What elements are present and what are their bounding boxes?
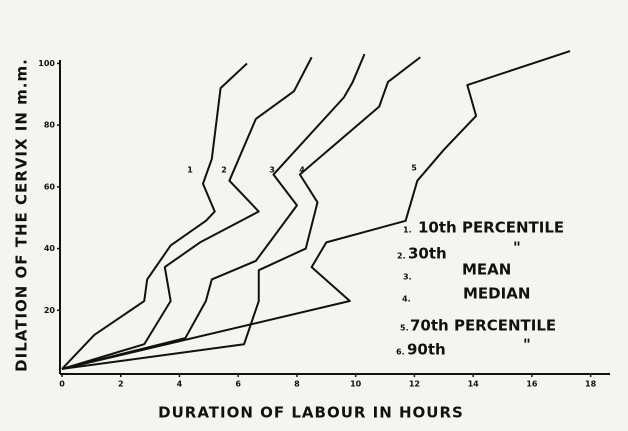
y-tick-label: 80 bbox=[44, 121, 56, 130]
data-line bbox=[61, 56, 313, 370]
x-tick-label: 4 bbox=[177, 380, 183, 389]
y-tick-label: 40 bbox=[44, 244, 56, 253]
line-label: 4 bbox=[299, 166, 305, 175]
legend-number: 1. bbox=[403, 226, 412, 235]
legend-number: 4. bbox=[402, 295, 411, 304]
x-tick-label: 8 bbox=[294, 380, 300, 389]
x-tick-label: 16 bbox=[526, 380, 538, 389]
legend-ditto: " bbox=[523, 336, 531, 354]
x-tick-label: 6 bbox=[235, 380, 241, 389]
legend-label: 90th bbox=[407, 341, 446, 359]
x-tick-label: 0 bbox=[59, 380, 65, 389]
line-label: 2 bbox=[221, 166, 227, 175]
x-tick-label: 10 bbox=[350, 380, 362, 389]
legend-number: 2. bbox=[397, 252, 406, 261]
legend-label: MEDIAN bbox=[463, 285, 530, 303]
legend-number: 5. bbox=[400, 324, 409, 333]
legend-label: 10th PERCENTILE bbox=[418, 219, 564, 237]
data-line bbox=[61, 50, 571, 370]
legend-number: 3. bbox=[403, 273, 412, 282]
y-tick-label: 60 bbox=[44, 182, 56, 191]
data-line bbox=[61, 56, 421, 370]
line-label: 1 bbox=[187, 166, 193, 175]
y-tick-label: 100 bbox=[38, 59, 55, 68]
legend-number: 6. bbox=[396, 348, 405, 357]
x-tick-label: 14 bbox=[468, 380, 480, 389]
legend-label: 30th bbox=[408, 245, 447, 263]
x-tick-label: 12 bbox=[409, 380, 420, 389]
x-tick-label: 18 bbox=[585, 380, 597, 389]
legend-label: 70th PERCENTILE bbox=[410, 317, 556, 335]
legend-label: MEAN bbox=[462, 261, 511, 279]
y-axis-title: DILATION OF THE CERVIX IN m.m. bbox=[13, 58, 31, 372]
line-label: 3 bbox=[269, 166, 275, 175]
y-tick-label: 20 bbox=[44, 306, 56, 315]
data-line bbox=[61, 53, 366, 370]
legend-ditto: " bbox=[513, 239, 521, 257]
line-label: 5 bbox=[411, 164, 417, 173]
data-line bbox=[61, 62, 248, 370]
x-axis-title: DURATION OF LABOUR IN HOURS bbox=[158, 404, 464, 422]
x-tick-label: 2 bbox=[118, 380, 124, 389]
